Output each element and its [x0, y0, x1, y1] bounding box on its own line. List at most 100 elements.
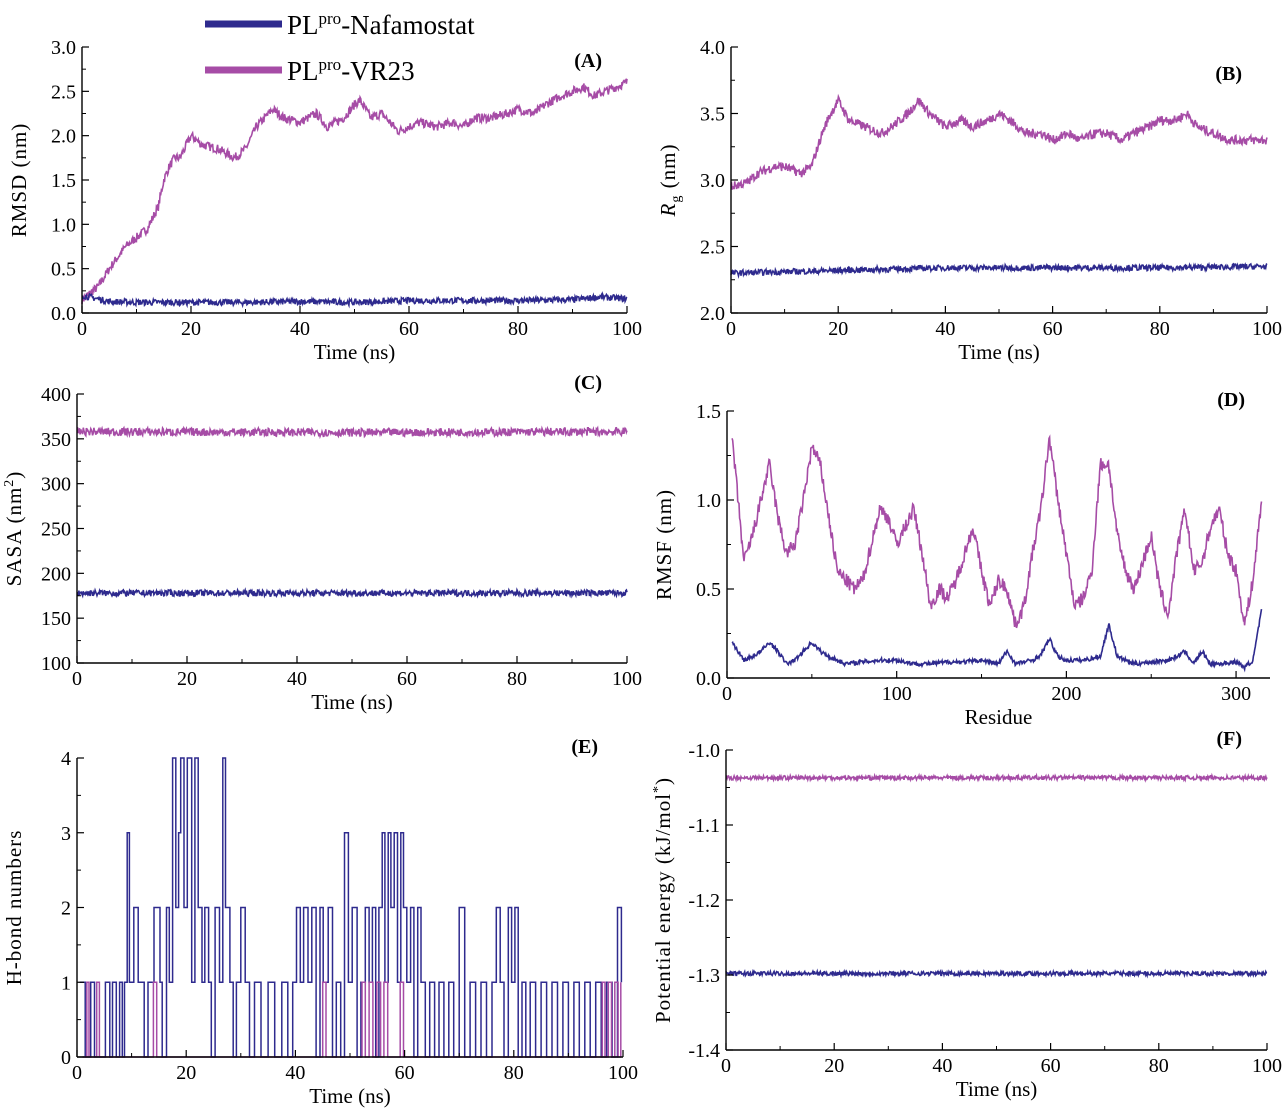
series-line-vr23: [82, 981, 622, 1058]
x-tick-label: 100: [882, 683, 912, 705]
y-tick-label: 2: [61, 898, 71, 920]
series-line-nafamostat: [79, 757, 623, 1058]
x-tick-label: 0: [722, 683, 732, 705]
y-tick-label: 3.0: [51, 37, 76, 59]
x-tick-label: 0: [726, 318, 736, 340]
y-tick-label: -1.3: [688, 965, 720, 987]
x-axis-label: Time (ns): [958, 340, 1040, 364]
y-tick-label: 2.0: [700, 303, 725, 325]
y-tick-label: 0.0: [51, 303, 76, 325]
series-line-vr23: [81, 77, 628, 305]
panel-label: (B): [1215, 63, 1242, 85]
y-tick-label: 4: [61, 748, 71, 770]
y-tick-label: 300: [41, 474, 71, 496]
x-tick-label: 60: [1043, 318, 1063, 340]
chart-panel-b: 0 20 40 60 80 100 2.0 2.5 3.0 3.5 4.0 Time (ns) Rg (…: [656, 37, 1282, 364]
y-tick-label: 2.0: [51, 126, 76, 148]
x-tick-label: 0: [72, 1062, 82, 1084]
y-tick-label: 0.5: [51, 259, 76, 281]
y-tick-label: 3: [61, 823, 71, 845]
x-tick-label: 40: [285, 1062, 305, 1084]
x-tick-label: 100: [1252, 318, 1282, 340]
series-line-nafamostat: [730, 261, 1268, 279]
x-tick-label: 40: [935, 318, 955, 340]
legend-label-nafamostat: PLpro-Nafamostat: [287, 9, 475, 40]
y-tick-label: 1.5: [51, 170, 76, 192]
series-line-nafamostat: [81, 291, 628, 309]
x-tick-label: 60: [1041, 1055, 1061, 1077]
x-tick-label: 40: [290, 318, 310, 340]
y-tick-label: 3.5: [700, 104, 725, 126]
y-tick-label: 1.0: [51, 214, 76, 236]
x-axis-label: Residue: [965, 705, 1033, 729]
y-tick-label: 2.5: [700, 237, 725, 259]
y-tick-label: -1.2: [688, 890, 720, 912]
series-line-nafamostat: [725, 968, 1268, 979]
y-axis-label: Potential energy (kJ/mol*): [651, 777, 675, 1023]
panel-label: (A): [574, 50, 602, 72]
x-tick-label: 0: [721, 1055, 731, 1077]
y-tick-label: 250: [41, 519, 71, 541]
x-tick-label: 80: [508, 318, 528, 340]
panel-label: (E): [571, 736, 598, 758]
x-axis-label: Time (ns): [314, 340, 396, 364]
series-line-vr23: [76, 425, 628, 440]
panel-label: (F): [1216, 728, 1242, 750]
x-tick-label: 20: [824, 1055, 844, 1077]
x-tick-label: 100: [1252, 1055, 1282, 1077]
x-tick-label: 20: [177, 668, 197, 690]
x-tick-label: 0: [77, 318, 87, 340]
x-axis-label: Time (ns): [311, 690, 393, 714]
chart-panel-e: 0 20 40 60 80 100 0 1 2 3 4 Time (ns) H-bond numbers…: [2, 736, 638, 1108]
y-tick-label: 0: [61, 1047, 71, 1069]
y-tick-label: 350: [41, 429, 71, 451]
y-tick-label: 1: [61, 972, 71, 994]
x-tick-label: 80: [1150, 318, 1170, 340]
x-tick-label: 20: [176, 1062, 196, 1084]
y-tick-label: 200: [41, 563, 71, 585]
y-tick-label: 0.5: [696, 579, 721, 601]
x-tick-label: 60: [399, 318, 419, 340]
x-tick-label: 20: [181, 318, 201, 340]
series-line-nafamostat: [731, 608, 1263, 673]
y-tick-label: -1.4: [688, 1040, 720, 1062]
x-tick-label: 60: [397, 668, 417, 690]
x-tick-label: 80: [507, 668, 527, 690]
x-tick-label: 80: [1149, 1055, 1169, 1077]
y-axis-label: Rg (nm): [656, 144, 684, 218]
x-axis-label: Time (ns): [309, 1084, 391, 1108]
y-axis-label: RMSD (nm): [7, 123, 31, 238]
x-tick-label: 20: [828, 318, 848, 340]
y-axis-label: SASA (nm2): [2, 471, 26, 587]
x-tick-label: 0: [72, 668, 82, 690]
y-tick-label: 150: [41, 608, 71, 630]
series-line-vr23: [725, 772, 1268, 783]
chart-panel-c: 0 20 40 60 80 100 100 150 200 250 300 350 400 Time (n…: [2, 372, 642, 714]
legend-label-vr23: PLpro-VR23: [287, 55, 415, 86]
series-line-nafamostat: [76, 586, 628, 599]
x-axis-label: Time (ns): [956, 1077, 1038, 1101]
panel-label: (D): [1217, 389, 1245, 411]
chart-panel-d: 0 100 200 300 0.0 0.5 1.0 1.5 Residue RMSF (nm) (D…: [652, 389, 1270, 729]
y-tick-label: 0.0: [696, 668, 721, 690]
y-tick-label: 400: [41, 384, 71, 406]
x-tick-label: 40: [287, 668, 307, 690]
x-tick-label: 100: [612, 668, 642, 690]
y-tick-label: -1.0: [688, 740, 720, 762]
x-tick-label: 60: [395, 1062, 415, 1084]
x-tick-label: 100: [608, 1062, 638, 1084]
chart-panel-f: 0 20 40 60 80 100 -1.4 -1.3 -1.2 -1.1 -1.0 Time (ns…: [651, 728, 1282, 1101]
y-tick-label: 2.5: [51, 81, 76, 103]
y-tick-label: 1.5: [696, 401, 721, 423]
x-tick-label: 100: [612, 318, 642, 340]
y-tick-label: 100: [41, 653, 71, 675]
legend: PLpro-Nafamostat PLpro-VR23: [205, 9, 475, 86]
x-tick-label: 200: [1051, 683, 1081, 705]
panel-label: (C): [574, 372, 602, 394]
x-tick-label: 40: [932, 1055, 952, 1077]
series-line-vr23: [731, 434, 1263, 629]
y-axis-label: RMSF (nm): [652, 489, 676, 600]
y-axis-label: H-bond numbers: [2, 830, 26, 986]
